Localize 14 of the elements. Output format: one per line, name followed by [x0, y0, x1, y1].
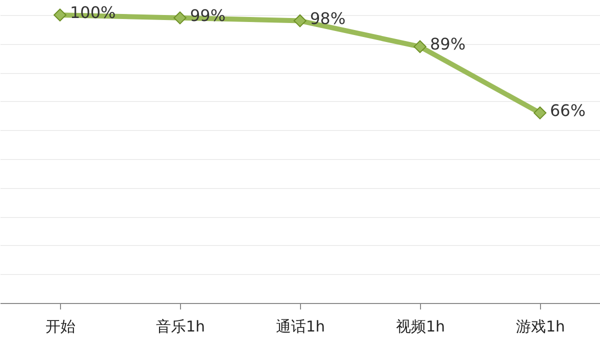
- data-label: 89%: [430, 34, 466, 54]
- data-label: 98%: [310, 8, 346, 28]
- data-label: 66%: [550, 100, 586, 120]
- point: [294, 14, 306, 28]
- point: [54, 8, 66, 22]
- x-tick-label: 开始: [46, 318, 76, 336]
- x-tick-label: 视频1h: [396, 318, 446, 336]
- point: [414, 40, 426, 54]
- x-tick-label: 音乐1h: [156, 318, 206, 336]
- x-tick-label: 通话1h: [276, 318, 326, 336]
- data-label: 99%: [190, 6, 226, 25]
- x-tick-label: 游戏1h: [516, 318, 566, 336]
- point: [534, 106, 546, 120]
- point: [174, 11, 186, 24]
